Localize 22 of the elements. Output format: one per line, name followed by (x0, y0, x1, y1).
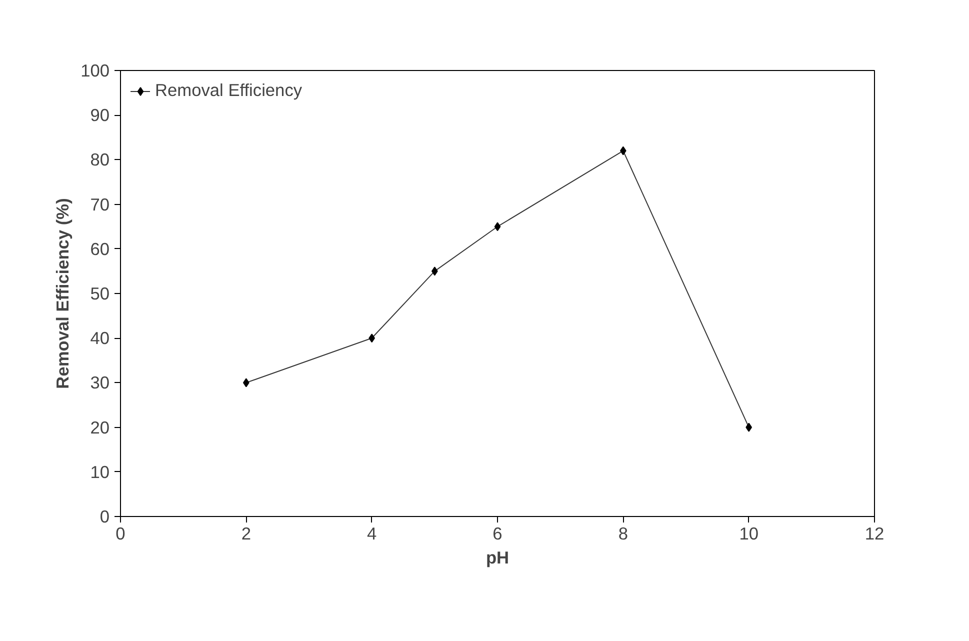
y-tick-label: 30 (90, 372, 110, 393)
x-tick-label: 12 (864, 524, 884, 544)
y-tick-label: 40 (90, 328, 110, 348)
y-tick-label: 70 (90, 194, 110, 214)
x-tick-label: 8 (618, 524, 628, 544)
y-tick-label: 50 (90, 284, 110, 304)
x-tick-label: 0 (116, 524, 126, 544)
y-axis-title: Removal Efficiency (%) (52, 198, 73, 389)
x-axis-title: pH (486, 548, 510, 568)
point (494, 222, 501, 232)
y-tick-label: 20 (90, 417, 110, 438)
y-tick-label: 10 (90, 462, 110, 482)
x-tick-label: 10 (739, 524, 758, 544)
y-tick-label: 90 (90, 105, 110, 126)
y-tick-label: 60 (90, 238, 110, 259)
x-tick-label: 6 (492, 524, 502, 544)
y-tick-label: 100 (80, 60, 110, 80)
x-tick-label: 2 (241, 524, 251, 544)
y-tick-label: 0 (100, 506, 110, 526)
y-tick-label: 80 (90, 150, 110, 170)
legend-label: Removal Efficiency (155, 80, 302, 101)
x-tick-label: 4 (367, 524, 378, 544)
